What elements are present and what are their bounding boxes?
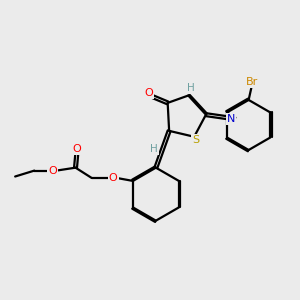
Text: N: N bbox=[227, 114, 235, 124]
Text: O: O bbox=[144, 88, 153, 98]
Text: Br: Br bbox=[245, 77, 258, 87]
Text: O: O bbox=[109, 173, 118, 183]
Text: H: H bbox=[150, 144, 158, 154]
Text: H: H bbox=[187, 83, 194, 93]
Text: O: O bbox=[48, 166, 57, 176]
Text: O: O bbox=[73, 143, 81, 154]
Text: S: S bbox=[192, 135, 199, 145]
